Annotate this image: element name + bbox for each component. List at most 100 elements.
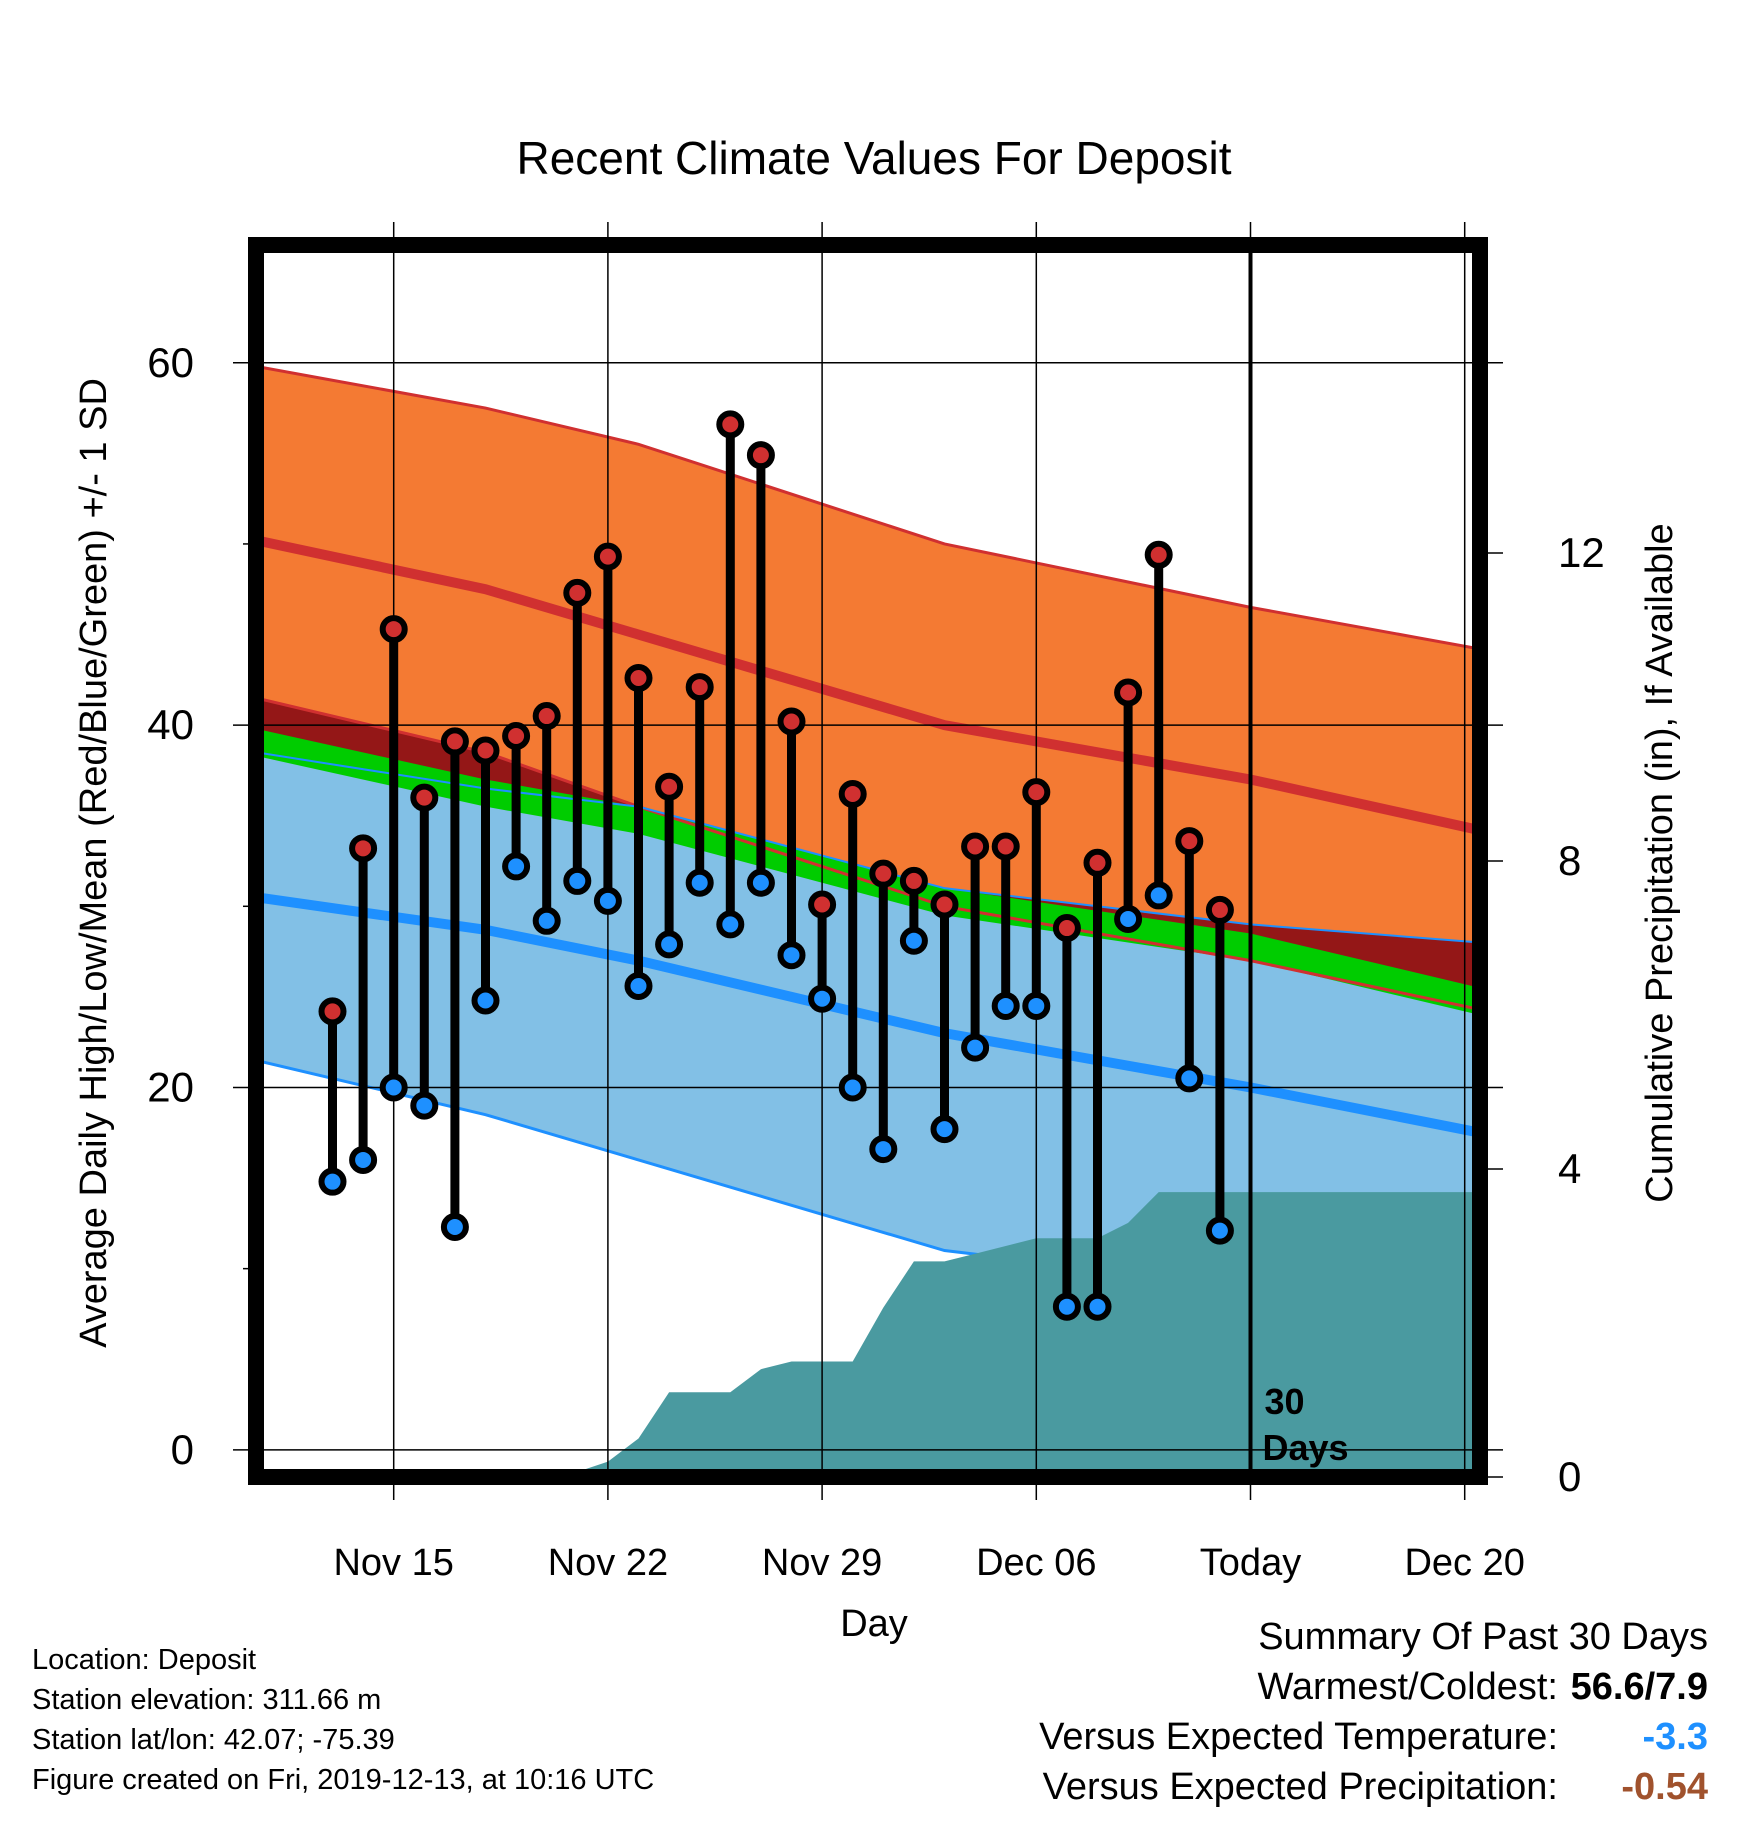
low-point: [899, 926, 928, 955]
x-tick-label: Nov 22: [548, 1542, 668, 1584]
high-point: [899, 866, 928, 895]
low-point: [410, 1091, 439, 1120]
plot-clip-group: [256, 364, 1480, 1477]
high-point: [869, 859, 898, 888]
latlon-text: Station lat/lon: 42.07; -75.39: [32, 1724, 395, 1756]
high-point: [1175, 827, 1204, 856]
high-point: [808, 890, 837, 919]
daily-observation: [716, 410, 745, 939]
precip-value: -0.54: [1621, 1766, 1708, 1808]
summary-row-precip: Versus Expected Precipitation: -0.54: [1039, 1762, 1708, 1812]
daily-observation: [930, 890, 959, 1144]
warmest-value: 56.6/7.9: [1570, 1666, 1708, 1708]
chart-title: Recent Climate Values For Deposit: [517, 132, 1232, 184]
low-point: [746, 868, 775, 897]
summary-row-warmest: Warmest/Coldest: 56.6/7.9: [1039, 1662, 1708, 1712]
high-mean-line: [256, 535, 1480, 836]
high-point: [655, 772, 684, 801]
daily-observation: [410, 783, 439, 1120]
x-tick-label: Dec 20: [1404, 1542, 1524, 1584]
low-point: [318, 1167, 347, 1196]
daily-observation: [624, 664, 653, 1001]
low-point: [1114, 904, 1143, 933]
high-point: [777, 707, 806, 736]
daily-observation: [318, 997, 347, 1196]
created-text: Figure created on Fri, 2019-12-13, at 10…: [32, 1764, 655, 1796]
daily-observation: [961, 832, 990, 1062]
high-point: [1022, 778, 1051, 807]
low-point: [440, 1212, 469, 1241]
mean-band: [256, 728, 1480, 1015]
daily-observation: [593, 542, 622, 915]
low-point: [471, 986, 500, 1015]
daily-observation: [532, 702, 561, 935]
high-plus-sd-line: [256, 364, 1480, 651]
low-point: [869, 1135, 898, 1164]
low-point: [961, 1033, 990, 1062]
daily-observation: [777, 707, 806, 970]
daily-observation: [808, 890, 837, 1013]
high-point: [379, 615, 408, 644]
low-point: [838, 1073, 867, 1102]
high-point: [349, 834, 378, 863]
daily-observation: [746, 441, 775, 897]
high-point: [593, 542, 622, 571]
plot-frame: [248, 237, 1488, 1485]
precip-label: Versus Expected Precipitation:: [1042, 1766, 1558, 1808]
x-axis-label: Day: [840, 1603, 908, 1645]
x-tick-label: Dec 06: [976, 1542, 1096, 1584]
y2-tick-label: 4: [1558, 1145, 1581, 1192]
high-point: [1114, 678, 1143, 707]
high-point: [318, 997, 347, 1026]
low-point: [1205, 1216, 1234, 1245]
daily-observation: [655, 772, 684, 959]
low-sd-band: [256, 752, 1480, 1333]
today-days-label-number: 30: [1265, 1381, 1305, 1422]
low-point: [624, 972, 653, 1001]
low-point: [532, 906, 561, 935]
daily-observation: [379, 615, 408, 1102]
warmest-label: Warmest/Coldest:: [1257, 1666, 1558, 1708]
x-tick-label: Nov 15: [333, 1542, 453, 1584]
x-tick-label: Today: [1200, 1542, 1301, 1584]
daily-observation: [869, 859, 898, 1164]
y2-tick-label: 8: [1558, 837, 1581, 884]
high-point: [440, 727, 469, 756]
high-point: [716, 410, 745, 439]
low-point: [1144, 881, 1173, 910]
y-axis-label: Average Daily High/Low/Mean (Red/Blue/Gr…: [73, 378, 115, 1348]
low-point: [991, 991, 1020, 1020]
low-point: [563, 866, 592, 895]
low-point: [502, 852, 531, 881]
daily-observation: [991, 832, 1020, 1020]
daily-observation: [838, 779, 867, 1102]
precipitation-area: [256, 1192, 1480, 1477]
high-point: [532, 702, 561, 731]
y2-tick-label: 0: [1558, 1453, 1581, 1500]
high-point: [746, 441, 775, 470]
temp-label: Versus Expected Temperature:: [1039, 1716, 1558, 1758]
station-info: Location: Deposit Station elevation: 311…: [32, 1640, 654, 1800]
daily-observation: [502, 721, 531, 881]
daily-observation: [685, 673, 714, 897]
daily-observation: [440, 727, 469, 1241]
high-point: [1052, 914, 1081, 943]
summary-heading: Summary Of Past 30 Days: [1258, 1616, 1708, 1658]
daily-observation: [899, 866, 928, 955]
temp-value: -3.3: [1642, 1716, 1708, 1758]
low-mean-line: [256, 892, 1480, 1138]
low-point: [655, 930, 684, 959]
daily-observation: [563, 578, 592, 895]
daily-observation: [1144, 540, 1173, 910]
high-point: [1205, 895, 1234, 924]
daily-observation: [349, 834, 378, 1174]
elevation-text: Station elevation: 311.66 m: [32, 1684, 382, 1716]
low-point: [379, 1073, 408, 1102]
low-point: [685, 868, 714, 897]
low-point: [808, 984, 837, 1013]
summary-row-temp: Versus Expected Temperature: -3.3: [1039, 1712, 1708, 1762]
y-tick-label: 20: [147, 1063, 194, 1110]
daily-observation: [1114, 678, 1143, 933]
high-point: [502, 721, 531, 750]
